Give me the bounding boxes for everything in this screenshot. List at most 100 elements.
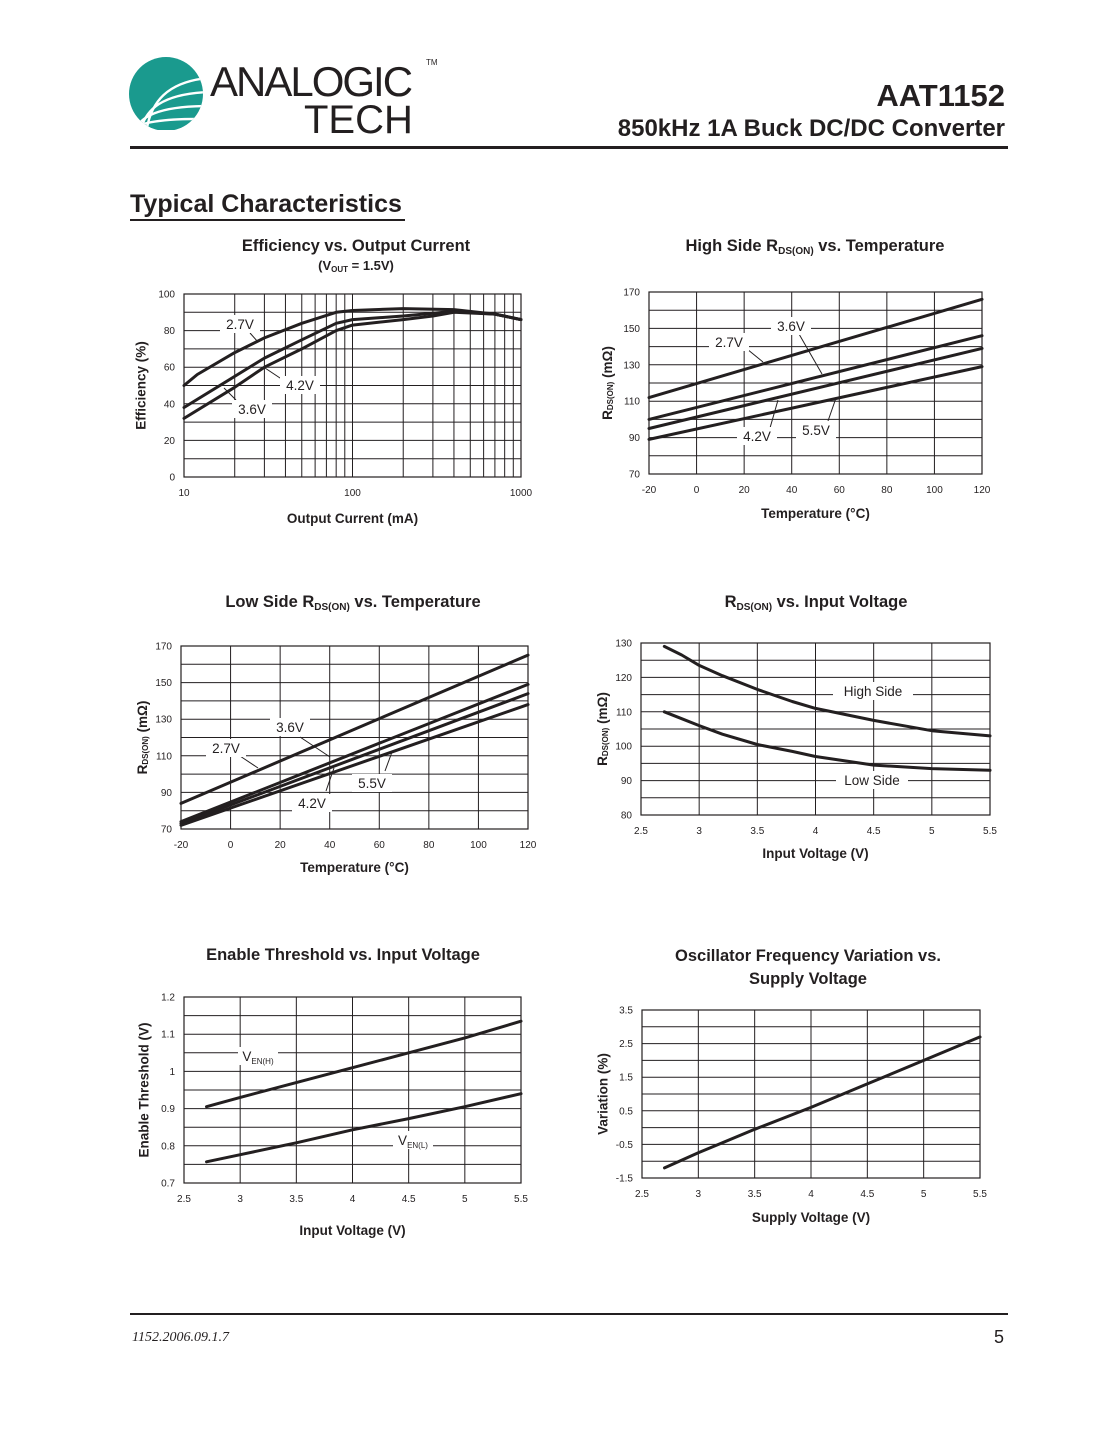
plot-frame: [183, 996, 522, 1184]
title-subscript: DS(ON): [736, 602, 773, 613]
title-text: R: [724, 593, 737, 611]
chart-4: 2.5 3 3.5 4 4.5 5 5.5 80 90 100 110 120 130 Input Vol…: [595, 639, 998, 862]
plot-frame: [648, 291, 983, 475]
annotation-label: 2.7V: [715, 335, 743, 350]
y-tick-label: 80: [164, 326, 176, 337]
x-tick-label: 0: [694, 485, 700, 496]
y-axis-label-subscript: DS(ON): [606, 381, 615, 410]
plot-frame: [641, 1009, 981, 1179]
y-axis-label-text: R: [135, 764, 150, 774]
annotation-background: [737, 427, 777, 445]
y-tick-label: 2.5: [619, 1039, 633, 1050]
x-tick-label: 4.5: [867, 826, 881, 837]
annotation-background: [771, 317, 811, 335]
y-axis-label-unit: (mΩ): [135, 701, 150, 737]
chart-5: 2.5 3 3.5 4 4.5 5 5.5 0.7 0.8 0.9 1 1.1 1.2 Input Vol…: [137, 993, 529, 1239]
annotation-background: [833, 682, 913, 700]
subtitle-text-end: = 1.5V): [348, 258, 394, 273]
annotation-label: Low Side: [844, 773, 900, 788]
y-tick-label: 90: [629, 433, 641, 444]
section-title: Typical Characteristics: [130, 190, 402, 218]
series-line-3-6v: [647, 334, 984, 421]
y-tick-label: 20: [164, 436, 176, 447]
x-tick-label: 4: [813, 826, 819, 837]
title-text: High Side R: [685, 237, 779, 255]
y-tick-label: 130: [155, 715, 172, 726]
header-divider: [130, 146, 1008, 149]
annotation-leader-line: [299, 736, 331, 758]
y-tick-label: 150: [623, 324, 640, 335]
y-tick-label: 150: [155, 678, 172, 689]
annotation-label: 3.6V: [276, 720, 304, 735]
title-text-end: vs. Temperature: [349, 593, 481, 611]
part-number: AAT1152: [876, 78, 1005, 113]
y-tick-label: -0.5: [616, 1140, 634, 1151]
chart-title-low-side-rdson: Low Side RDS(ON) vs. Temperature: [225, 593, 480, 613]
series-line-ven-h-: [205, 1019, 523, 1109]
annotation-background: [352, 774, 392, 792]
x-tick-label: 60: [374, 840, 386, 851]
x-tick-label: 5: [921, 1189, 927, 1200]
x-tick-label: 1000: [510, 488, 533, 499]
y-tick-label: 110: [616, 707, 632, 718]
y-tick-label: 0.8: [161, 1141, 175, 1152]
annotation-subscript: EN(L): [407, 1141, 428, 1150]
series-line-5-5v: [179, 703, 530, 827]
y-axis-label: RDS(ON) (mΩ): [135, 701, 150, 775]
y-tick-label: 1.5: [619, 1073, 633, 1084]
x-tick-label: 5: [462, 1194, 468, 1205]
annotation-leader-line: [827, 397, 837, 422]
series-line-2-7v: [179, 653, 530, 805]
annotation-label: 5.5V: [802, 423, 830, 438]
annotation-label: 2.7V: [226, 317, 254, 332]
x-tick-label: 100: [344, 488, 361, 499]
x-tick-label: 20: [275, 840, 287, 851]
x-axis-label: Temperature (°C): [761, 506, 870, 521]
x-tick-label: 40: [786, 485, 798, 496]
y-tick-label: 1: [169, 1067, 175, 1078]
x-tick-label: 3.5: [748, 1189, 762, 1200]
series-line-3-6v: [182, 310, 523, 420]
x-tick-label: 5.5: [973, 1189, 987, 1200]
x-tick-label: 3: [237, 1194, 243, 1205]
logo-trademark: TM: [426, 58, 438, 67]
x-axis-label: Input Voltage (V): [762, 846, 868, 861]
chart-title-oscillator-variation: Oscillator Frequency Variation vs.: [675, 947, 941, 965]
annotation-label: 3.6V: [777, 319, 805, 334]
y-tick-label: 1.1: [161, 1030, 175, 1041]
y-axis-label: Efficiency (%): [134, 341, 149, 430]
annotation-label: 4.2V: [743, 429, 771, 444]
subtitle-subscript: OUT: [331, 265, 348, 274]
y-tick-label: 40: [164, 399, 176, 410]
section-underline: [130, 219, 405, 221]
y-axis-label-unit: (mΩ): [595, 692, 610, 728]
company-logo: ANALOGIC TECH TM: [128, 56, 440, 142]
chart-3: -20 0 20 40 60 80 100 120 70 90 110 130 150 170 Temper…: [135, 642, 537, 876]
x-tick-label: 80: [881, 485, 893, 496]
chart-title-enable-threshold: Enable Threshold vs. Input Voltage: [206, 946, 480, 964]
x-tick-label: 80: [423, 840, 435, 851]
x-tick-label: 2.5: [177, 1194, 191, 1205]
chart-2: -20 0 20 40 60 80 100 120 70 90 110 130 150 170 Temper…: [600, 288, 991, 522]
annotation-leader-line: [769, 399, 779, 429]
x-tick-label: 5.5: [514, 1194, 528, 1205]
x-tick-label: 5.5: [983, 826, 997, 837]
annotation-background: [393, 1131, 433, 1149]
y-tick-label: 0.9: [161, 1104, 175, 1115]
y-tick-label: 120: [615, 673, 632, 684]
x-tick-label: 100: [926, 485, 943, 496]
document-subtitle: 850kHz 1A Buck DC/DC Converter: [617, 115, 1005, 142]
document-id: 1152.2006.09.1.7: [132, 1330, 229, 1345]
x-tick-label: 2.5: [634, 826, 648, 837]
series-line-5-5v: [647, 365, 984, 441]
series-line-3-6v: [179, 682, 530, 824]
y-tick-label: 170: [155, 642, 172, 653]
annotation-subscript: EN(H): [251, 1057, 274, 1066]
annotation-label: 5.5V: [358, 776, 386, 791]
series-line-2-7v: [647, 297, 984, 400]
y-tick-label: 100: [158, 290, 175, 301]
plot-frame: [640, 642, 991, 816]
y-tick-label: 90: [621, 776, 633, 787]
y-tick-label: -1.5: [616, 1174, 634, 1185]
annotation-label: 2.7V: [212, 741, 240, 756]
